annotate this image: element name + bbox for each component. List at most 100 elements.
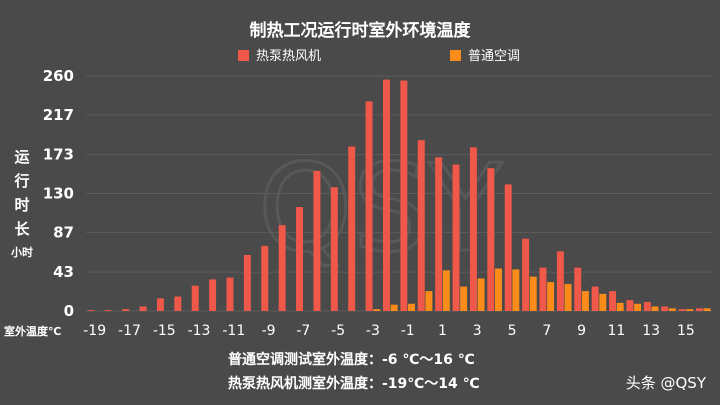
bar-heat-pump — [487, 168, 495, 311]
bar-ac — [529, 276, 537, 311]
bar-heat-pump — [574, 267, 582, 311]
x-tick-label: -5 — [331, 323, 345, 339]
x-tick-label: 11 — [607, 323, 625, 339]
x-tick-label: -1 — [401, 323, 415, 339]
y-axis-ticks: 260 217 173 130 87 43 0 — [43, 67, 74, 320]
bar-heat-pump — [296, 207, 304, 311]
corner-watermark: 头条 @QSY — [626, 374, 707, 392]
bar-heat-pump — [104, 310, 112, 311]
bar-heat-pump — [174, 296, 182, 311]
bar-ac — [599, 293, 607, 311]
bar-ac — [581, 291, 589, 311]
y-axis-label: 运 行 时 长 小时 — [10, 148, 33, 259]
bar-heat-pump — [696, 308, 703, 311]
y-tick-label: 87 — [53, 223, 74, 241]
x-tick-label: -15 — [153, 323, 176, 339]
y-axis-label-char: 行 — [13, 172, 29, 190]
bar-heat-pump — [365, 101, 373, 311]
x-tick-label: -3 — [366, 323, 380, 339]
x-tick-label: 7 — [542, 323, 551, 339]
x-tick-label: 3 — [473, 323, 482, 339]
x-tick-label: -19 — [83, 323, 106, 339]
y-tick-label: 217 — [43, 106, 74, 124]
y-axis-label-char: 运 — [14, 148, 29, 166]
bar-heat-pump — [469, 147, 477, 311]
y-tick-label: 130 — [43, 185, 74, 203]
bar-ac — [460, 286, 468, 311]
bar-heat-pump — [226, 277, 234, 311]
bar-ac — [390, 304, 398, 311]
bar-heat-pump — [313, 170, 321, 311]
legend: 热泵热风机 普通空调 — [238, 49, 520, 64]
bar-heat-pump — [383, 79, 390, 312]
bar-ac — [425, 291, 433, 311]
bar-ac — [408, 303, 415, 311]
y-axis-unit: 小时 — [10, 245, 33, 259]
bar-ac — [634, 303, 642, 311]
bar-heat-pump — [209, 279, 217, 311]
note-ac-range: 普通空调测试室外温度：-6 ℃～16 ℃ — [228, 351, 475, 368]
bar-heat-pump — [261, 245, 269, 311]
gridlines — [86, 75, 712, 312]
bar-heat-pump — [539, 267, 547, 311]
x-tick-label: 9 — [577, 323, 586, 339]
bar-heat-pump — [243, 254, 251, 311]
legend-swatch-ac — [450, 50, 461, 61]
bar-heat-pump — [556, 251, 564, 311]
bar-heat-pump — [330, 187, 338, 311]
bar-ac — [477, 278, 485, 311]
note-heat-pump-range: 热泵热风机测室外温度：-19℃～14 ℃ — [228, 375, 480, 392]
bar-heat-pump — [417, 140, 425, 311]
bar-heat-pump — [348, 146, 356, 311]
bar-ac — [494, 268, 502, 311]
bar-heat-pump — [522, 238, 530, 311]
chart-title: 制热工况运行时室外环境温度 — [250, 20, 472, 41]
y-tick-label: 260 — [43, 67, 74, 85]
bar-heat-pump — [87, 310, 95, 311]
y-axis-label-char: 时 — [14, 196, 29, 214]
x-tick-label: -13 — [188, 323, 211, 339]
bar-heat-pump — [643, 301, 651, 311]
bar-ac — [512, 269, 520, 311]
bar-ac — [703, 308, 711, 311]
bar-heat-pump — [191, 285, 199, 311]
bar-heat-pump — [435, 157, 443, 311]
x-tick-label: -11 — [222, 323, 245, 339]
x-tick-label: -9 — [262, 323, 276, 339]
background-watermark: QSY — [257, 139, 505, 281]
x-tick-label: 15 — [677, 323, 695, 339]
legend-label-heat-pump: 热泵热风机 — [256, 49, 321, 64]
x-tick-label: -7 — [296, 323, 310, 339]
bar-ac — [442, 270, 450, 311]
legend-label-ac: 普通空调 — [468, 49, 520, 64]
bar-ac — [668, 308, 676, 311]
bar-heat-pump — [122, 309, 130, 311]
bar-ac — [564, 283, 572, 311]
bar-ac — [616, 302, 624, 311]
x-tick-label: 5 — [508, 323, 517, 339]
y-tick-label: 43 — [53, 263, 74, 281]
x-tick-label: 1 — [438, 323, 447, 339]
bar-heat-pump — [278, 225, 286, 311]
bars — [87, 79, 711, 312]
bar-heat-pump — [626, 300, 634, 311]
bar-heat-pump — [156, 298, 164, 311]
bar-heat-pump — [400, 80, 408, 312]
bar-heat-pump — [452, 164, 460, 311]
bar-ac — [547, 282, 555, 311]
bar-heat-pump — [609, 291, 617, 311]
bar-heat-pump — [678, 309, 686, 311]
background-watermark-text: QSY — [258, 140, 503, 279]
x-tick-label: 13 — [642, 323, 660, 339]
x-tick-label: -17 — [118, 323, 141, 339]
y-axis-label-char: 长 — [14, 220, 30, 238]
legend-swatch-heat-pump — [238, 50, 249, 61]
y-tick-label: 0 — [64, 302, 74, 320]
bar-ac — [373, 309, 381, 311]
bar-heat-pump — [661, 306, 669, 311]
y-tick-label: 173 — [43, 146, 74, 164]
bar-ac — [651, 306, 659, 311]
bar-heat-pump — [591, 286, 599, 311]
bar-heat-pump — [504, 184, 512, 311]
